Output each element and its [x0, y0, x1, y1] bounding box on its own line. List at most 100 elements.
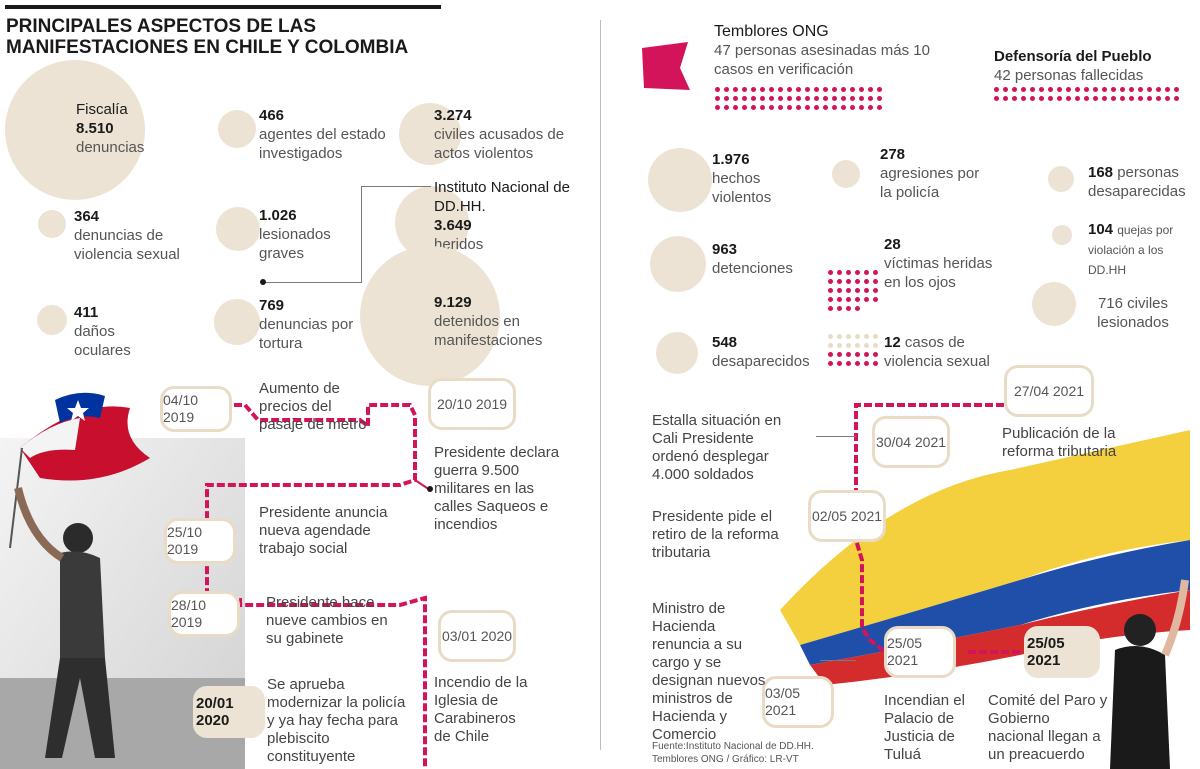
dot-mark — [1174, 87, 1179, 92]
dot-mark — [873, 334, 878, 339]
stat-lesionados: 1.026 lesionados graves — [259, 207, 331, 262]
dot-mark — [715, 105, 720, 110]
dot-mark — [828, 306, 833, 311]
dot-mark — [994, 87, 999, 92]
dot-mark — [855, 343, 860, 348]
dot-mark — [873, 279, 878, 284]
dot-mark — [1084, 96, 1089, 101]
dot-mark — [760, 87, 765, 92]
timeline-event-text: Estalla situación en Cali Presidente ord… — [652, 412, 782, 483]
dot-mark — [769, 96, 774, 101]
dot-mark — [841, 105, 846, 110]
date-box-highlight: 25/05 2021 — [1024, 626, 1100, 678]
dot-mark — [751, 87, 756, 92]
dot-mark — [715, 96, 720, 101]
dot-mark — [828, 297, 833, 302]
dot-mark — [778, 96, 783, 101]
dot-mark — [1111, 87, 1116, 92]
stat-circle-oculares — [37, 305, 67, 335]
dot-mark — [1003, 87, 1008, 92]
dot-mark — [742, 87, 747, 92]
dot-mark — [724, 105, 729, 110]
date-box: 04/10 2019 — [160, 386, 232, 432]
stat-oculares: 411 daños oculares — [74, 304, 131, 359]
dot-mark — [868, 87, 873, 92]
connector-dot — [260, 279, 266, 285]
date-box: 02/05 2021 — [808, 490, 886, 542]
dot-mark — [1066, 96, 1071, 101]
colombia-timeline-path — [854, 403, 1020, 654]
dot-mark — [1120, 87, 1125, 92]
timeline-event-text: Comité del Paro y Gobierno nacional lleg… — [988, 692, 1108, 763]
dot-grid-temblores — [715, 87, 882, 110]
stat-desaparecidos: 548 desaparecidos — [712, 334, 810, 370]
dot-mark — [846, 352, 851, 357]
stat-detenidos: 9.129 detenidos en manifestaciones — [434, 294, 543, 349]
protester-figure-icon — [1110, 579, 1189, 769]
dot-mark — [828, 288, 833, 293]
dot-mark — [1075, 87, 1080, 92]
dot-mark — [1129, 96, 1134, 101]
date-box: 30/04 2021 — [872, 416, 950, 468]
dot-mark — [846, 288, 851, 293]
timeline-event-text: Incendio de la Iglesia de Carabineros de… — [434, 674, 528, 745]
date-box: 03/05 2021 — [762, 676, 834, 728]
dot-mark — [846, 361, 851, 366]
dot-mark — [742, 105, 747, 110]
dot-mark — [823, 105, 828, 110]
dot-mark — [1066, 87, 1071, 92]
timeline-event-text: Aumento de precios del pasaje de metro — [259, 380, 367, 433]
dot-mark — [1138, 87, 1143, 92]
stat-circle-detenciones — [650, 236, 706, 292]
date-box: 28/10 2019 — [168, 591, 240, 637]
dot-mark — [769, 87, 774, 92]
dot-mark — [846, 270, 851, 275]
dot-mark — [873, 343, 878, 348]
dot-mark — [778, 87, 783, 92]
stat-agresiones: 278 agresiones por la policía — [880, 146, 980, 201]
stat-circle-agentes — [218, 110, 256, 148]
indh-connector-h — [361, 186, 431, 187]
dot-mark — [742, 96, 747, 101]
stat-civiles: 3.274 civiles acusados de actos violento… — [434, 107, 565, 162]
dot-mark — [873, 270, 878, 275]
flag-icon — [642, 42, 690, 90]
dot-mark — [1021, 96, 1026, 101]
dot-mark — [1147, 96, 1152, 101]
dot-mark — [864, 361, 869, 366]
dot-mark — [823, 96, 828, 101]
dot-mark — [855, 334, 860, 339]
dot-mark — [855, 297, 860, 302]
dot-mark — [1138, 96, 1143, 101]
dot-mark — [828, 352, 833, 357]
stat-circle-fiscalia — [5, 60, 145, 200]
dot-mark — [846, 334, 851, 339]
stat-violencia: 12 casos de violencia sexual — [884, 334, 990, 370]
dot-mark — [873, 297, 878, 302]
dot-mark — [837, 306, 842, 311]
dot-mark — [846, 343, 851, 348]
chile-flag-icon — [9, 392, 150, 549]
stat-circle-agresiones — [832, 160, 860, 188]
stat-hechos: 1.976 hechos violentos — [712, 151, 772, 206]
dot-mark — [877, 105, 882, 110]
dot-mark — [873, 361, 878, 366]
dot-mark — [864, 288, 869, 293]
stat-circle-violencia-sexual — [38, 210, 66, 238]
timeline-event-text: Se aprueba modernizar la policía y ya ha… — [267, 676, 406, 765]
date-box: 03/01 2020 — [438, 610, 516, 662]
dot-mark — [796, 96, 801, 101]
dot-mark — [724, 96, 729, 101]
dot-mark — [1174, 96, 1179, 101]
dot-mark — [855, 361, 860, 366]
dot-mark — [787, 96, 792, 101]
page-title: PRINCIPALES ASPECTOS DE LAS MANIFESTACIO… — [6, 16, 409, 58]
timeline-event-text: Presidente anuncia nueva agendade trabaj… — [259, 504, 388, 557]
dot-mark — [828, 270, 833, 275]
dot-mark — [805, 105, 810, 110]
dot-mark — [841, 87, 846, 92]
indh-connector-b — [264, 282, 362, 283]
stat-ojos: 28 víctimas heridas en los ojos — [884, 236, 993, 291]
dot-mark — [724, 87, 729, 92]
dot-mark — [864, 334, 869, 339]
